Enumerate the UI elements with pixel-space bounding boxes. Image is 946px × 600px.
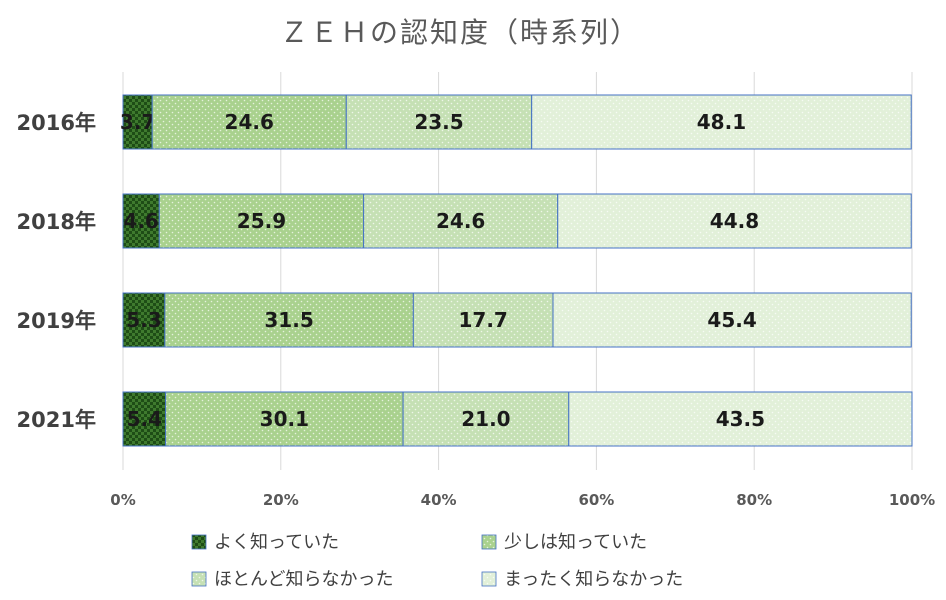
data-label: 48.1 xyxy=(697,110,746,134)
bar-segment xyxy=(122,94,153,150)
legend-label: よく知っていた xyxy=(214,532,339,553)
bar-segment xyxy=(122,292,166,348)
bar-row: 5.4 30.1 21.0 43.5 xyxy=(122,391,913,447)
data-label: 44.8 xyxy=(710,209,759,233)
chart-title: ＺＥＨの認知度（時系列） xyxy=(280,16,640,49)
data-label: 3.7 xyxy=(120,110,155,134)
data-label: 31.5 xyxy=(264,308,313,332)
legend-swatch xyxy=(191,571,207,587)
x-tick-label: 20% xyxy=(263,491,299,509)
data-label: 23.5 xyxy=(414,110,463,134)
bar-segment xyxy=(165,391,404,447)
bar-segment xyxy=(363,193,559,249)
legend-item: まったく知らなかった xyxy=(481,569,683,590)
data-label: 21.0 xyxy=(461,407,510,431)
x-tick-label: 60% xyxy=(578,491,614,509)
data-label: 24.6 xyxy=(225,110,274,134)
legend-item: 少しは知っていた xyxy=(481,532,647,553)
data-label: 24.6 xyxy=(436,209,485,233)
bar-row: 3.7 24.6 23.5 48.1 xyxy=(120,94,912,150)
x-tick-label: 80% xyxy=(736,491,772,509)
legend-label: ほとんど知らなかった xyxy=(214,569,393,590)
data-label: 43.5 xyxy=(716,407,765,431)
x-tick-label: 100% xyxy=(889,491,935,509)
bars: 3.7 24.6 23.5 48.1 4.6 25.9 24.6 44.8 5.3 31.5 17.… xyxy=(120,94,913,447)
bar-row: 5.3 31.5 17.7 45.4 xyxy=(122,292,912,348)
bar-segment xyxy=(122,391,167,447)
data-label: 5.4 xyxy=(127,407,162,431)
data-label: 17.7 xyxy=(458,308,507,332)
legend-item: よく知っていた xyxy=(191,532,339,553)
legend-swatch xyxy=(481,571,497,587)
x-axis-tick-labels: 0% 20% 40% 60% 80% 100% xyxy=(110,491,935,509)
legend-item: ほとんど知らなかった xyxy=(191,569,393,590)
bar-segment xyxy=(557,193,912,249)
bar-segment xyxy=(531,94,912,150)
data-label: 45.4 xyxy=(707,308,756,332)
bar-segment xyxy=(552,292,912,348)
category-label: 2021年 xyxy=(17,408,96,432)
data-label: 4.6 xyxy=(123,209,158,233)
bar-segment xyxy=(568,391,913,447)
legend-label: 少しは知っていた xyxy=(504,532,647,553)
bar-row: 4.6 25.9 24.6 44.8 xyxy=(122,193,912,249)
category-label: 2016年 xyxy=(17,111,96,135)
legend-swatch xyxy=(191,534,207,550)
data-label: 25.9 xyxy=(237,209,286,233)
category-labels: 2016年 2018年 2019年 2021年 xyxy=(17,111,96,432)
category-label: 2018年 xyxy=(17,210,96,234)
data-label: 5.3 xyxy=(126,308,161,332)
category-label: 2019年 xyxy=(17,309,96,333)
bar-segment xyxy=(122,193,160,249)
x-tick-label: 40% xyxy=(421,491,457,509)
bar-segment xyxy=(412,292,554,348)
legend-swatch xyxy=(481,534,497,550)
data-label: 30.1 xyxy=(260,407,309,431)
legend-label: まったく知らなかった xyxy=(504,569,683,590)
x-tick-label: 0% xyxy=(110,491,135,509)
bar-segment xyxy=(164,292,414,348)
bar-segment xyxy=(158,193,365,249)
